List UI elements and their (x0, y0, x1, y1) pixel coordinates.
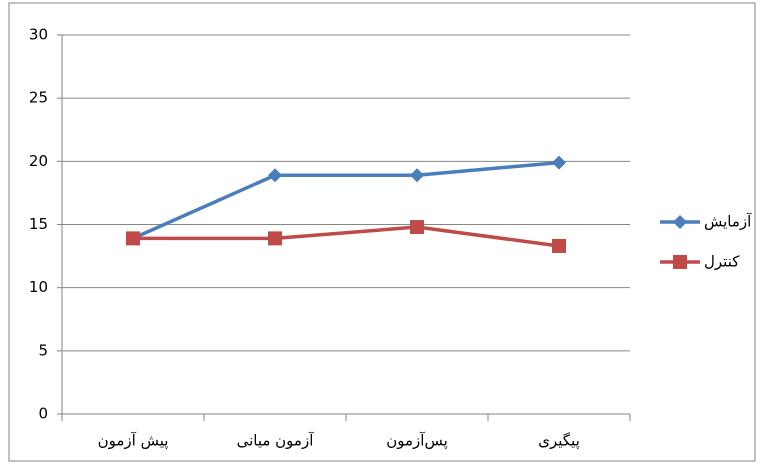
point-marker (552, 155, 566, 170)
y-tick-label: 30 (29, 26, 48, 44)
point-marker (673, 215, 687, 229)
y-tick-label: 5 (38, 341, 48, 359)
chart-frame (8, 2, 756, 462)
point-marker (268, 231, 282, 246)
series-line (132, 160, 560, 240)
legend-label: کنترل (704, 253, 740, 271)
point-marker (268, 168, 282, 183)
legend-label: آزمایش (704, 213, 752, 231)
point-marker (410, 168, 424, 183)
x-tick-label: آزمون میانی (237, 432, 315, 450)
y-tick-label: 10 (29, 278, 48, 296)
x-tick-label: پیش آزمون (98, 432, 169, 451)
y-tick-label: 25 (29, 89, 48, 107)
series-line (133, 225, 560, 248)
y-tick-label: 15 (29, 215, 48, 233)
y-tick-label: 0 (38, 405, 48, 423)
point-marker (552, 238, 566, 253)
point-marker (126, 231, 140, 246)
x-tick-label: پیگیری (538, 432, 580, 451)
y-tick-label: 20 (29, 152, 48, 170)
x-tick-label: پس‌آزمون (386, 432, 448, 451)
point-marker (410, 220, 424, 235)
point-marker (673, 255, 687, 269)
